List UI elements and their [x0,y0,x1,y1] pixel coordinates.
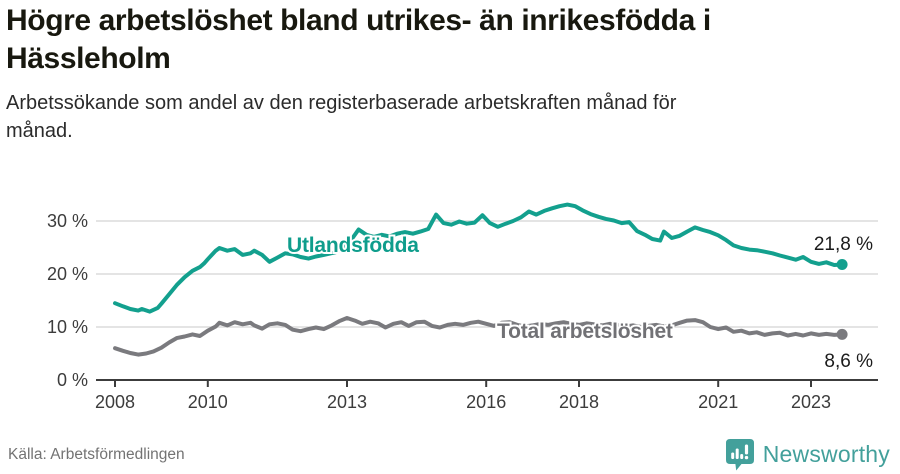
x-tick-label-2010: 2010 [188,392,228,412]
chart-canvas: 2008 2010 2013 2016 2018 2021 2023 0 % 10 % 20 % 3… [47,202,878,412]
end-value-label-total: 8,6 % [824,351,873,372]
chart-subtitle: Arbetssökande som andel av den registerb… [6,92,677,142]
chart-title: Högre arbetslöshet bland utrikes- än inr… [6,4,711,76]
x-tick-label-2018: 2018 [559,392,599,412]
y-tick-label-0: 0 % [57,370,88,390]
series-end-dot-total [836,328,848,340]
source-note: Källa: Arbetsförmedlingen [8,446,185,463]
series-label-utlandsfodda: Utlandsfödda [287,234,419,257]
y-tick-label-30: 30 % [47,211,88,231]
x-tick-label-2021: 2021 [698,392,738,412]
x-tick-label-2023: 2023 [791,392,831,412]
newsworthy-bubble-icon [725,439,754,471]
series-line-total [113,316,845,357]
x-tick-label-2013: 2013 [327,392,367,412]
series-label-total: Total arbetslöshet [497,320,673,343]
end-value-label-utlandsfodda: 21,8 % [814,234,873,255]
line-chart: 2008 2010 2013 2016 2018 2021 2023 0 % 10 % 20 % 3… [0,170,900,420]
x-tick-label-2016: 2016 [466,392,506,412]
newsworthy-logo[interactable]: Newsworthy [725,438,890,471]
y-tick-label-20: 20 % [47,264,88,284]
x-tick-label-2008: 2008 [95,392,135,412]
series-line-utlandsfodda [113,202,845,314]
y-tick-label-10: 10 % [47,317,88,337]
newsworthy-wordmark: Newsworthy [762,441,890,467]
series-end-dot-utlandsfodda [836,258,848,270]
